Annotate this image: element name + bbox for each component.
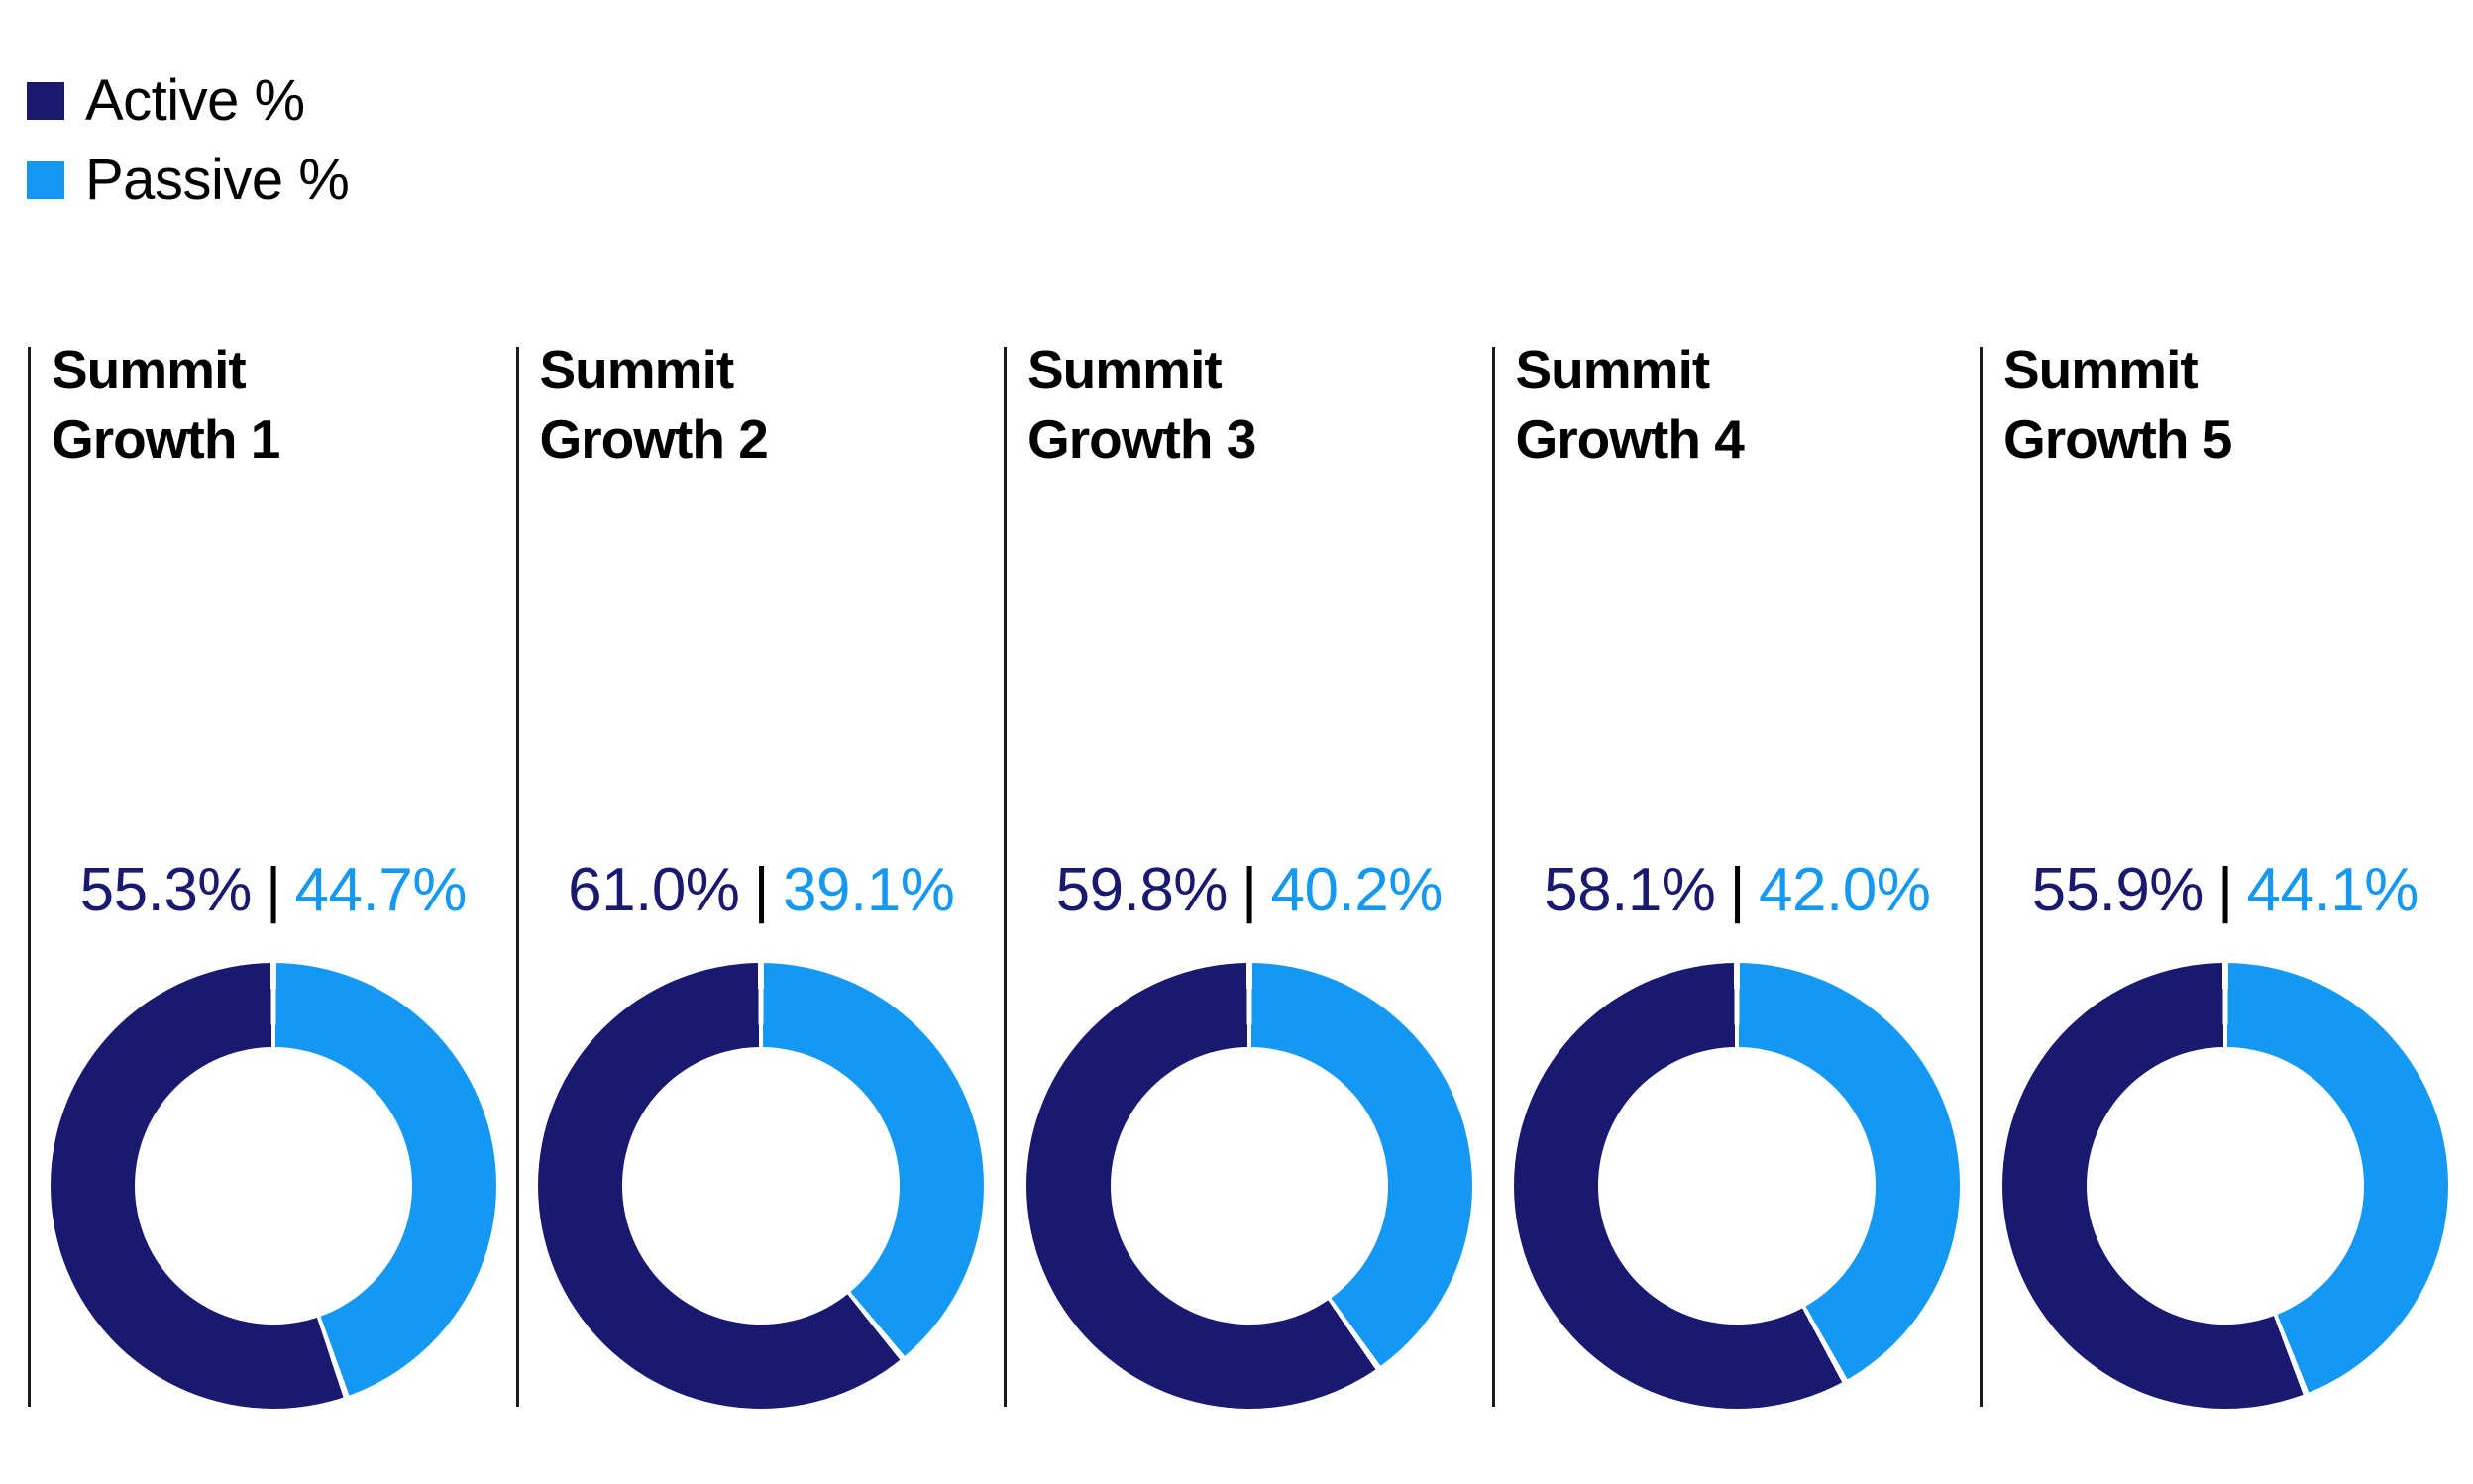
panel-title: Summit Growth 2	[539, 339, 769, 470]
panel-values: 59.8% | 40.2%	[1007, 856, 1492, 925]
panel-values: 61.0% | 39.1%	[519, 856, 1005, 925]
legend-item-active: Active %	[27, 68, 349, 133]
value-separator: |	[265, 856, 281, 924]
passive-legend-swatch-icon	[27, 161, 64, 199]
legend-item-passive: Passive %	[27, 148, 350, 212]
legend-label-active: Active %	[85, 68, 305, 133]
panel-summit-growth-4: Summit Growth 4 58.1% | 42.0%	[1491, 339, 1981, 1409]
donut-hole	[134, 1047, 412, 1325]
donut-hole	[1110, 1047, 1388, 1325]
panel-summit-growth-3: Summit Growth 3 59.8% | 40.2%	[1004, 339, 1492, 1409]
donut-chart	[1025, 963, 1472, 1409]
active-value: 59.8%	[1055, 856, 1229, 924]
donut-hole	[622, 1047, 901, 1325]
active-value: 55.9%	[2031, 856, 2204, 924]
donut-panels: Summit Growth 1 55.3% | 44.7% Summit Growt…	[28, 339, 2468, 1409]
panel-values: 58.1% | 42.0%	[1495, 856, 1981, 925]
donut-chart	[50, 963, 496, 1409]
passive-value: 44.1%	[2246, 856, 2419, 924]
chart-legend: Active % Passive %	[27, 68, 350, 212]
donut-hole	[2086, 1047, 2364, 1325]
donut-chart	[1514, 963, 1961, 1409]
value-separator: |	[1729, 856, 1746, 924]
value-separator: |	[753, 856, 770, 924]
panel-title: Summit Growth 3	[1027, 339, 1256, 470]
donut-chart	[538, 963, 985, 1409]
panel-title: Summit Growth 1	[52, 339, 280, 470]
passive-value: 39.1%	[783, 856, 955, 924]
passive-value: 44.7%	[294, 856, 468, 924]
panel-values: 55.3% | 44.7%	[31, 856, 516, 925]
panel-values: 55.9% | 44.1%	[1983, 856, 2468, 925]
active-legend-swatch-icon	[27, 82, 64, 120]
value-separator: |	[2216, 856, 2233, 924]
panel-summit-growth-1: Summit Growth 1 55.3% | 44.7%	[28, 339, 516, 1409]
passive-value: 42.0%	[1759, 856, 1931, 924]
active-value: 55.3%	[79, 856, 253, 924]
value-separator: |	[1240, 856, 1257, 924]
panel-summit-growth-2: Summit Growth 2 61.0% | 39.1%	[515, 339, 1005, 1409]
active-value: 58.1%	[1544, 856, 1716, 924]
panel-title: Summit Growth 5	[2003, 339, 2232, 470]
panel-title: Summit Growth 4	[1515, 339, 1745, 470]
active-value: 61.0%	[568, 856, 740, 924]
panel-summit-growth-5: Summit Growth 5 55.9% | 44.1%	[1980, 339, 2468, 1409]
donut-chart	[2001, 963, 2448, 1409]
legend-label-passive: Passive %	[85, 148, 350, 212]
passive-value: 40.2%	[1270, 856, 1444, 924]
donut-hole	[1598, 1047, 1877, 1325]
